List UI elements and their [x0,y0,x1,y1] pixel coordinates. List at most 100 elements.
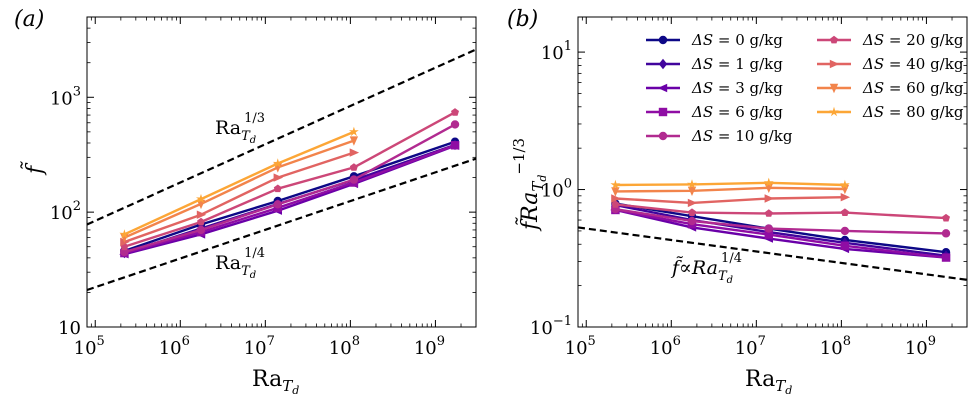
x-tick-label: 106 [650,334,681,359]
panel-a-reference-lines [87,48,476,292]
panel-b-series [610,177,951,262]
legend-marker [829,106,839,117]
panel-a-annotations: RaTd1/3 RaTd1/4 [215,111,265,281]
data-point [273,184,282,193]
data-point [764,209,773,217]
legend-label: ΔS = 10 g/kg [691,127,793,145]
panel-b-label: (b) [507,7,538,32]
data-point [197,217,205,226]
data-point [941,229,951,238]
series-dS-10 [120,120,460,257]
data-point [196,210,207,219]
legend-entry-dS-10: ΔS = 10 g/kg [646,127,793,145]
data-point [611,200,620,208]
series-dS-40 [120,148,360,247]
reference-line-2 [87,157,476,292]
panel-a-series [119,108,460,259]
data-point [763,177,774,187]
panel-a-frame [86,16,477,328]
legend-entry-dS-20: ΔS = 20 g/kg [817,31,964,49]
legend-label: ΔS = 20 g/kg [862,31,964,49]
reference-line-label-2: RaTd1/4 [215,246,265,281]
data-point [273,173,283,182]
legend-entry-dS-6: ΔS = 6 g/kg [646,103,783,121]
data-point [687,216,697,226]
legend-label: ΔS = 0 g/kg [691,31,783,49]
reference-line-label-1: RaTd1/3 [215,111,265,146]
panel-b-legend: ΔS = 0 g/kg ΔS = 1 g/kg ΔS = 3 g/kg ΔS = 6 … [646,31,964,145]
data-point [450,141,460,150]
data-point [272,158,283,168]
data-point [610,179,621,190]
legend-label: ΔS = 1 g/kg [691,55,783,73]
legend-label: ΔS = 6 g/kg [691,103,783,121]
x-tick-label: 109 [905,334,936,359]
data-point [349,126,359,137]
legend-marker [829,59,840,69]
y-tick-label: 10 [58,318,81,339]
panel-a-xlabel: RaTd [252,367,299,397]
data-point [349,148,360,157]
legend-marker [829,83,839,94]
panel-b-ylabel: f̃RaTd−1/3 [510,138,549,232]
legend-marker [658,131,668,141]
data-point [349,136,359,146]
legend-marker [830,35,838,44]
data-point [349,163,358,171]
series-line [615,186,845,193]
legend-entry-dS-80: ΔS = 80 g/kg [817,103,964,121]
y-tick-label: 10−1 [530,314,572,339]
legend-entry-dS-60: ΔS = 60 g/kg [817,79,964,97]
series-dS-20 [120,108,459,251]
series-dS-80 [119,126,359,239]
panel-a-ylabel: f̃ [21,160,48,176]
legend-label: ΔS = 80 g/kg [862,103,964,121]
legend-entry-dS-1: ΔS = 1 g/kg [646,55,783,73]
series-dS-20 [611,200,950,222]
reference-line-1 [87,48,476,226]
legend-marker [658,107,668,117]
legend-marker [658,58,668,70]
x-tick-label: 105 [565,334,596,359]
y-tick-label: 101 [541,39,572,64]
data-point [273,200,282,209]
data-point [840,241,850,250]
x-tick-label: 107 [735,334,766,359]
x-tick-label: 107 [244,334,275,359]
panel-b-ticks: 105 106 107 108 109 10−1 100 101 [530,17,967,359]
data-point [942,213,950,222]
legend-marker [658,35,668,45]
y-tick-label: 100 [541,177,572,202]
data-point [349,175,359,184]
legend-marker [657,83,668,93]
legend-label: ΔS = 40 g/kg [862,55,964,73]
panel-a-ticks: 105 106 107 108 109 10 102 103 [50,17,476,359]
chart-panel-b: (b) 105 106 107 108 109 10−1 100 101 f̃∝RaTd1/4… [507,7,968,397]
data-point [196,193,206,204]
legend-entry-dS-3: ΔS = 3 g/kg [646,79,783,97]
x-tick-label: 109 [414,334,445,359]
x-tick-label: 106 [159,334,190,359]
legend-label: ΔS = 3 g/kg [691,79,783,97]
data-point [840,208,849,216]
data-point [688,208,696,216]
data-point [120,233,129,243]
data-point [687,186,697,196]
data-point [119,229,130,239]
data-point [840,193,851,202]
data-point [840,226,850,236]
legend-entry-dS-0: ΔS = 0 g/kg [646,31,783,49]
data-point [450,120,460,129]
y-tick-label: 102 [50,199,81,224]
data-point [120,237,130,247]
series-dS-80 [610,177,850,190]
panel-b-frame [577,16,968,328]
x-tick-label: 105 [74,334,105,359]
x-tick-label: 108 [329,334,360,359]
y-tick-label: 103 [50,84,81,109]
panel-a-label: (a) [14,7,44,32]
legend-label: ΔS = 60 g/kg [862,79,964,97]
panel-b-xlabel: RaTd [745,367,792,397]
